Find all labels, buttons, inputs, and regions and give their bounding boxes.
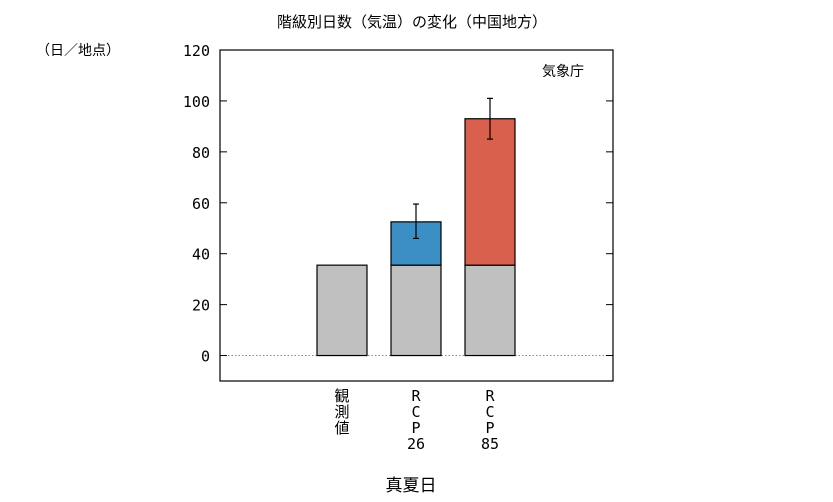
error-bars-group [413, 97, 493, 240]
bar-baseline-segment [316, 264, 368, 357]
x-tick-label-line: 値 [334, 419, 349, 437]
x-axis-label: 真夏日 [386, 476, 437, 496]
source-label: 気象庁 [542, 64, 584, 80]
x-tick-label-line: R [485, 387, 495, 405]
chart-title: 階級別日数（気温）の変化（中国地方） [277, 13, 547, 31]
x-tick-label-line: 85 [481, 435, 499, 453]
x-tick-label-line: 26 [407, 435, 425, 453]
y-unit-label: （日／地点） [36, 43, 120, 59]
x-tick-label-line: C [411, 403, 420, 421]
bars-group [316, 118, 516, 357]
x-tick-label-line: 観 [334, 387, 349, 405]
y-tick-label: 80 [192, 144, 210, 162]
x-tick-label-line: P [411, 419, 420, 437]
y-tick-label: 120 [183, 42, 210, 60]
y-axis: 0 20 40 60 80 100 120 [183, 42, 613, 366]
y-tick-label: 60 [192, 195, 210, 213]
y-tick-label: 20 [192, 297, 210, 315]
bar-baseline-segment [390, 264, 442, 357]
x-tick-label-line: P [485, 419, 494, 437]
y-tick-label: 0 [201, 348, 210, 366]
y-tick-label: 100 [183, 93, 210, 111]
x-tick-label-line: R [411, 387, 421, 405]
bar-baseline-segment [464, 264, 516, 357]
plot-frame [219, 49, 614, 382]
bar-increase-segment [464, 118, 516, 266]
bar-increase-segment [390, 221, 442, 266]
y-tick-label: 40 [192, 246, 210, 264]
x-tick-label-line: C [485, 403, 494, 421]
x-tick-label-line: 測 [334, 403, 349, 421]
